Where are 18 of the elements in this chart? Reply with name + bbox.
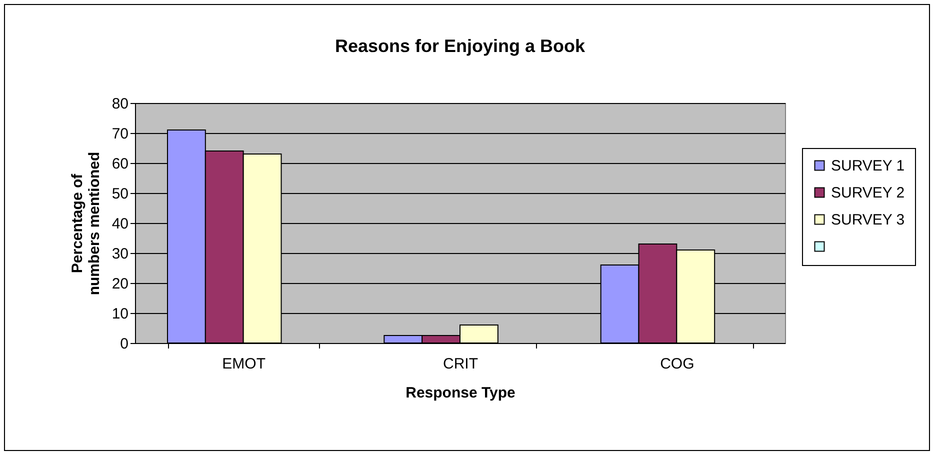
y-tick-label: 70 — [112, 126, 128, 142]
x-axis-title: Response Type — [406, 384, 516, 402]
x-tick-label: CRIT — [443, 356, 478, 372]
y-tick-label: 10 — [112, 306, 128, 322]
y-tick-label: 40 — [112, 216, 128, 232]
y-tick-label: 30 — [112, 246, 128, 262]
y-tick-label: 60 — [112, 156, 128, 172]
x-tick-label: COG — [660, 356, 694, 372]
y-tick-label: 50 — [112, 186, 128, 202]
y-tick-label: 20 — [112, 276, 128, 292]
y-tick-label: 0 — [120, 336, 128, 352]
y-axis-title: Percentage of numbers mentioned — [68, 152, 103, 296]
x-tick-label: EMOT — [222, 356, 266, 372]
chart-title: Reasons for Enjoying a Book — [334, 36, 586, 56]
legend-label: SURVEY 2 — [831, 184, 905, 202]
legend-label: SURVEY 1 — [831, 158, 905, 174]
y-tick-label: 80 — [112, 96, 128, 112]
legend-label: SURVEY 3 — [831, 212, 905, 228]
